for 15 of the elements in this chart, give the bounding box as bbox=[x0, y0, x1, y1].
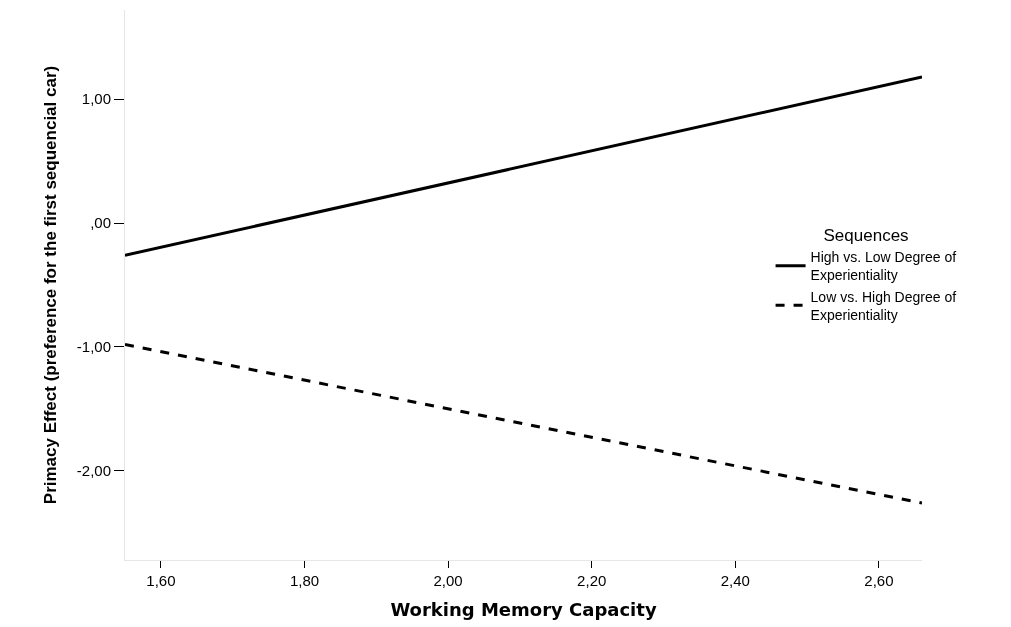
y-tick-label: -2,00 bbox=[76, 462, 111, 480]
x-tick-label: 2,20 bbox=[577, 572, 607, 589]
legend-title: Sequences bbox=[823, 226, 909, 246]
y-tick-label: ,00 bbox=[90, 214, 111, 232]
x-axis-title: Working Memory Capacity bbox=[390, 599, 657, 621]
y-tick-label: 1,00 bbox=[81, 90, 111, 108]
x-tick-label: 2,00 bbox=[433, 572, 463, 589]
x-tick-label: 2,60 bbox=[864, 572, 894, 589]
legend-label: High vs. Low Degree of Experientiality bbox=[810, 249, 957, 284]
x-tick-label: 1,80 bbox=[289, 572, 320, 589]
y-axis-title: Primacy Effect (preference for the first sequencial car) bbox=[41, 65, 61, 505]
y-tick-label: -1,00 bbox=[76, 338, 111, 356]
x-tick-label: 1,60 bbox=[146, 572, 176, 589]
x-tick-label: 2,40 bbox=[720, 572, 750, 589]
legend-label: Low vs. High Degree of Experientiality bbox=[810, 288, 957, 323]
